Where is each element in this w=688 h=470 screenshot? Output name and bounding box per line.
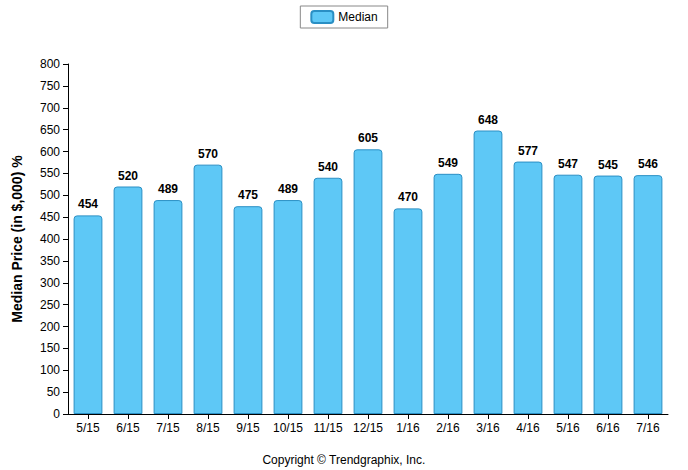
svg-text:547: 547: [558, 157, 578, 171]
svg-text:11/15: 11/15: [313, 421, 342, 435]
svg-text:0: 0: [53, 407, 60, 421]
svg-text:300: 300: [40, 276, 60, 290]
svg-text:648: 648: [478, 113, 498, 127]
svg-text:Median: Median: [338, 10, 377, 24]
svg-text:50: 50: [47, 385, 61, 399]
svg-text:489: 489: [278, 182, 298, 196]
svg-text:8/15: 8/15: [196, 421, 220, 435]
svg-text:Copyright © Trendgraphix, Inc.: Copyright © Trendgraphix, Inc.: [262, 453, 425, 467]
svg-text:546: 546: [638, 157, 658, 171]
svg-text:500: 500: [40, 188, 60, 202]
svg-text:600: 600: [40, 145, 60, 159]
svg-text:489: 489: [158, 182, 178, 196]
svg-text:400: 400: [40, 232, 60, 246]
svg-text:570: 570: [198, 147, 218, 161]
svg-text:7/15: 7/15: [156, 421, 180, 435]
svg-text:3/16: 3/16: [476, 421, 500, 435]
svg-text:150: 150: [40, 341, 60, 355]
svg-text:2/16: 2/16: [436, 421, 460, 435]
svg-text:700: 700: [40, 101, 60, 115]
svg-text:450: 450: [40, 210, 60, 224]
svg-text:800: 800: [40, 57, 60, 71]
svg-text:605: 605: [358, 131, 378, 145]
svg-text:750: 750: [40, 79, 60, 93]
svg-text:6/15: 6/15: [116, 421, 140, 435]
svg-text:7/16: 7/16: [636, 421, 660, 435]
svg-text:475: 475: [238, 188, 258, 202]
svg-text:350: 350: [40, 254, 60, 268]
svg-text:454: 454: [78, 197, 98, 211]
svg-text:549: 549: [438, 156, 458, 170]
svg-text:12/15: 12/15: [353, 421, 383, 435]
svg-text:9/15: 9/15: [236, 421, 260, 435]
svg-text:1/16: 1/16: [396, 421, 420, 435]
svg-text:10/15: 10/15: [273, 421, 303, 435]
svg-text:200: 200: [40, 320, 60, 334]
svg-text:650: 650: [40, 123, 60, 137]
svg-text:4/16: 4/16: [516, 421, 540, 435]
svg-text:550: 550: [40, 166, 60, 180]
svg-text:5/16: 5/16: [556, 421, 580, 435]
svg-text:250: 250: [40, 298, 60, 312]
svg-text:100: 100: [40, 363, 60, 377]
svg-text:5/15: 5/15: [76, 421, 100, 435]
svg-text:6/16: 6/16: [596, 421, 620, 435]
svg-text:545: 545: [598, 158, 618, 172]
svg-text:520: 520: [118, 169, 138, 183]
svg-text:540: 540: [318, 160, 338, 174]
svg-text:577: 577: [518, 144, 538, 158]
svg-text:470: 470: [398, 190, 418, 204]
svg-text:Median Price (in $,000) %: Median Price (in $,000) %: [9, 155, 25, 323]
